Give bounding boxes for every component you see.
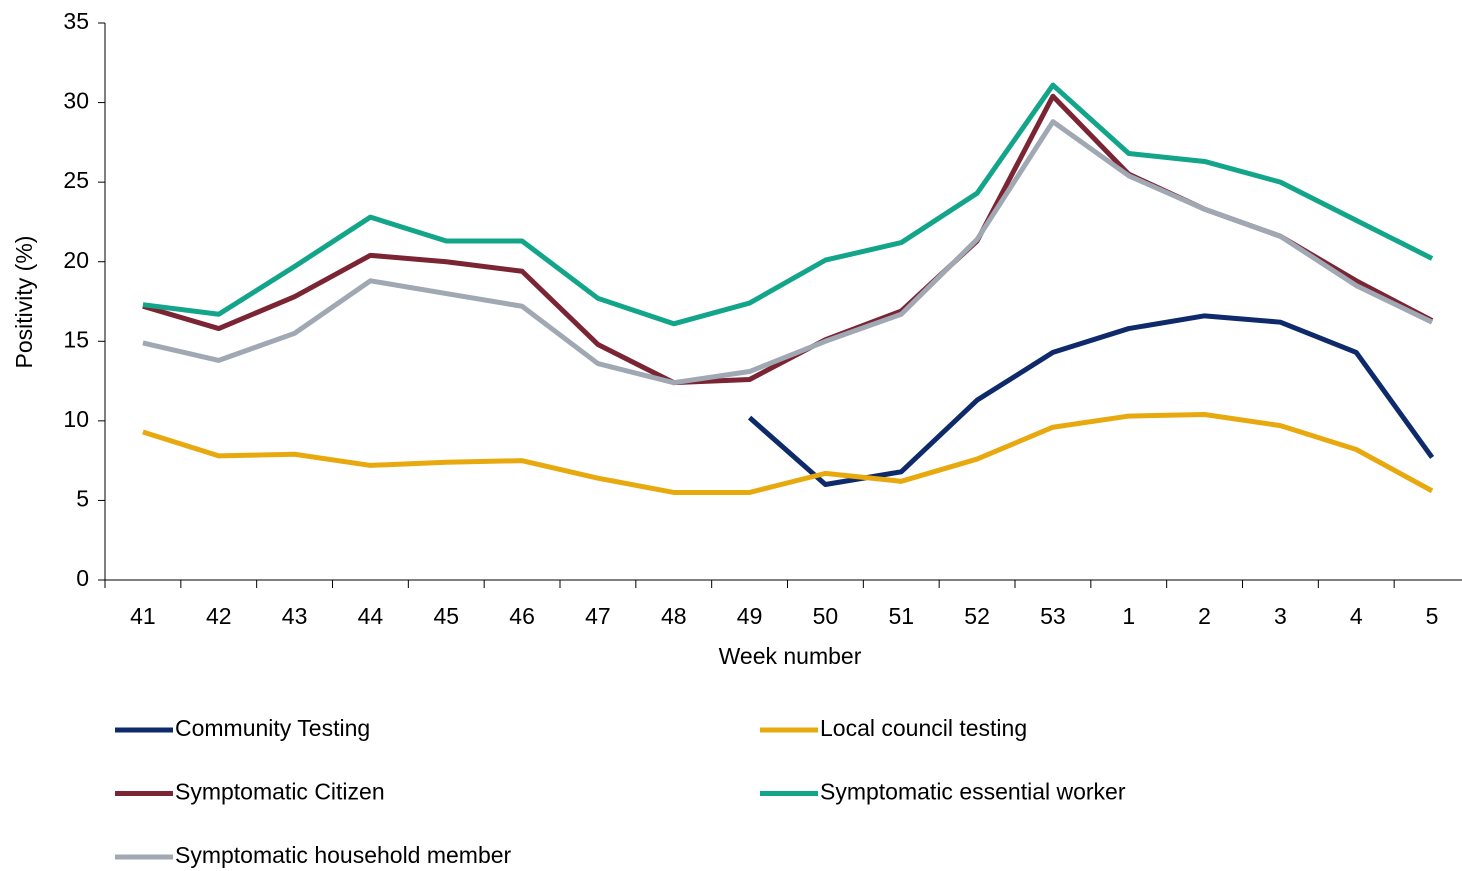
- x-tick-label: 52: [964, 603, 990, 629]
- x-tick-label: 50: [813, 603, 839, 629]
- x-tick-label: 45: [433, 603, 459, 629]
- y-axis-label: Positivity (%): [11, 236, 37, 369]
- y-tick-label: 20: [63, 247, 89, 273]
- x-tick-label: 51: [888, 603, 914, 629]
- line-series: [142, 82, 1434, 327]
- y-tick-label: 10: [63, 406, 89, 432]
- y-tick-label: 30: [63, 88, 89, 114]
- legend-label: Symptomatic household member: [175, 842, 512, 868]
- legend-label: Local council testing: [820, 715, 1027, 741]
- x-tick-label: 41: [130, 603, 156, 629]
- x-tick-label: 47: [585, 603, 611, 629]
- y-tick-label: 5: [76, 486, 89, 512]
- x-tick-label: 42: [206, 603, 232, 629]
- legend-label: Symptomatic Citizen: [175, 779, 385, 805]
- x-tick-label: 48: [661, 603, 687, 629]
- x-tick-label: 1: [1122, 603, 1135, 629]
- x-tick-label: 46: [509, 603, 535, 629]
- line-series: [747, 313, 1435, 488]
- x-tick-label: 53: [1040, 603, 1066, 629]
- x-tick-label: 44: [358, 603, 384, 629]
- x-axis-label: Week number: [719, 643, 862, 669]
- y-tick-label: 25: [63, 167, 89, 193]
- x-tick-label: 43: [282, 603, 308, 629]
- x-tick-label: 5: [1426, 603, 1439, 629]
- x-tick-label: 49: [737, 603, 763, 629]
- x-tick-label: 3: [1274, 603, 1287, 629]
- legend-label: Community Testing: [175, 715, 370, 741]
- x-tick-label: 4: [1350, 603, 1363, 629]
- y-tick-label: 15: [63, 326, 89, 352]
- x-tick-label: 2: [1198, 603, 1211, 629]
- line-series: [142, 119, 1434, 386]
- line-series: [142, 411, 1434, 495]
- legend-label: Symptomatic essential worker: [820, 779, 1126, 805]
- y-tick-label: 0: [76, 565, 89, 591]
- y-tick-label: 35: [63, 8, 89, 34]
